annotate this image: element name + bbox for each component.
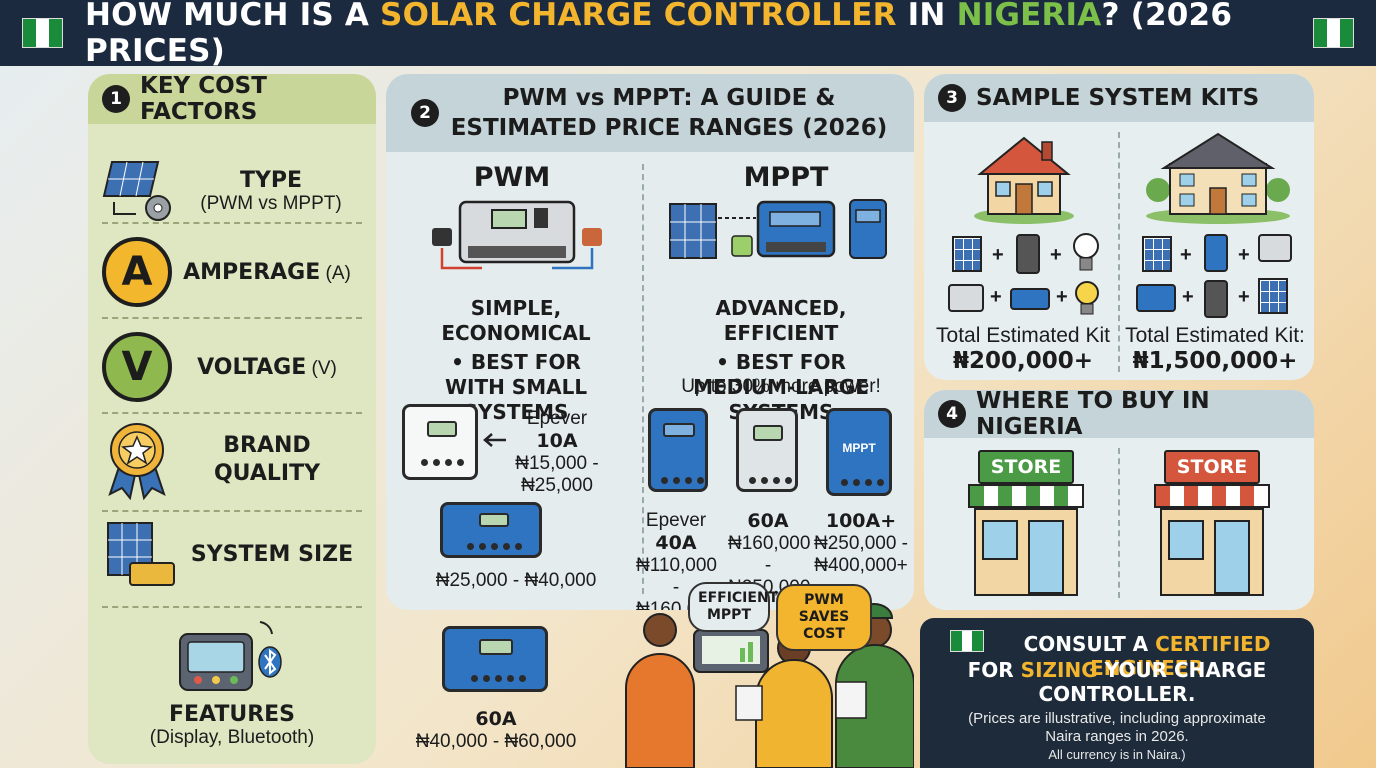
pwm-vs-mppt-panel: 2 PWM vs MPPT: A GUIDE & ESTIMATED PRICE…	[386, 74, 914, 610]
mppt-controller-wiring-icon	[669, 199, 887, 259]
divider	[102, 606, 362, 608]
key-cost-factors-panel: 1 KEY COST FACTORS TYPE (PWM vs MPPT) A …	[88, 74, 376, 764]
kit-large-price: ₦1,500,000+	[1132, 348, 1298, 374]
speech-bubble-pwm: PWM SAVES COST	[776, 584, 872, 651]
mppt-60a-controller-image	[736, 408, 798, 492]
divider	[102, 222, 362, 224]
pwm-60a-controller-image	[442, 626, 548, 692]
factor-system-size: SYSTEM SIZE	[102, 518, 362, 590]
nigeria-flag-icon	[22, 18, 64, 48]
pwm-10a-controller-image	[402, 404, 478, 480]
monitor-icon	[1258, 234, 1292, 262]
small-house-icon	[974, 136, 1074, 224]
pwm-title: PWM	[473, 162, 551, 193]
display-bluetooth-icon	[179, 621, 282, 691]
section-heading: 2 PWM vs MPPT: A GUIDE & ESTIMATED PRICE…	[386, 74, 914, 152]
title-bar: HOW MUCH IS A SOLAR CHARGE CONTROLLER IN…	[0, 0, 1376, 69]
inverter-icon	[1016, 234, 1040, 274]
light-bulb-icon	[1075, 281, 1099, 315]
factor-amperage: A AMPERAGE (A)	[102, 230, 362, 314]
section-heading: 4 WHERE TO BUY IN NIGERIA	[924, 390, 1314, 440]
divider	[1118, 448, 1120, 598]
consult-box: CONSULT A CERTIFIED ENGINEER FOR SIZING …	[920, 618, 1314, 768]
quality-badge-icon	[108, 423, 166, 500]
mppt-title: MPPT	[743, 162, 829, 193]
pwm-mid-price: ₦25,000 - ₦40,000	[435, 570, 597, 591]
solar-panel-array-icon	[1258, 278, 1288, 314]
pwm-controller-wiring-icon	[432, 200, 602, 270]
page-title: HOW MUCH IS A SOLAR CHARGE CONTROLLER IN…	[85, 0, 1233, 69]
solar-panel-icon	[1142, 236, 1172, 272]
pwm-description: SIMPLE, ECONOMICAL	[441, 296, 591, 345]
inverter-icon	[1204, 280, 1228, 318]
large-house-icon	[1146, 132, 1290, 224]
section-heading: 1 KEY COST FACTORS	[88, 74, 376, 125]
divider	[102, 412, 362, 414]
kit-small-price: ₦200,000+	[952, 348, 1094, 374]
people-discussion-illustration	[625, 603, 914, 768]
light-bulb-icon	[1073, 233, 1099, 271]
store-green: STORE	[968, 450, 1084, 600]
pwm-best-for: • BEST FOR WITH SMALL SYSTEMS	[444, 350, 588, 424]
mppt-40a-controller-image	[648, 408, 708, 492]
solar-battery-icon	[107, 522, 175, 586]
pwm-blue-controller-image	[440, 502, 542, 558]
divider	[1118, 132, 1120, 372]
kit-large-label: Total Estimated Kit:	[1125, 324, 1305, 347]
letter-a-icon: A	[102, 237, 172, 307]
divider	[102, 510, 362, 512]
nigeria-flag-icon	[1312, 18, 1354, 48]
mppt-controller-icon	[1204, 234, 1228, 272]
nigeria-flag-icon	[950, 630, 984, 652]
where-to-buy-panel: 4 WHERE TO BUY IN NIGERIA STORE STORE	[924, 390, 1314, 610]
mppt-100a-price: 100A+ ₦250,000 - ₦400,000+	[814, 510, 909, 576]
letter-v-icon: V	[102, 332, 172, 402]
factor-brand-quality: BRAND QUALITY	[102, 418, 362, 502]
pwm-10a-price: Epever 10A ₦15,000 - ₦25,000	[515, 408, 599, 496]
solar-panel-icon	[952, 236, 982, 272]
pwm-60a-price: 60A ₦40,000 - ₦60,000	[415, 708, 577, 752]
mppt-40a-price: Epever 40A ₦110,000 - ₦160,000	[636, 510, 719, 610]
kit-small-label: Total Estimated Kit	[936, 324, 1110, 347]
mppt-power-note: Up to 30% more power!	[681, 376, 881, 397]
factor-type: TYPE (PWM vs MPPT)	[102, 136, 362, 246]
mppt-100a-controller-image: MPPT	[826, 408, 892, 496]
arrow-left-icon	[483, 433, 506, 447]
speech-bubble-mppt: EFFICIENT MPPT	[688, 582, 778, 632]
divider	[102, 317, 362, 319]
sample-system-kits-panel: 3 SAMPLE SYSTEM KITS + + + + + +	[924, 74, 1314, 380]
section-heading: 3 SAMPLE SYSTEM KITS	[924, 74, 1314, 122]
divider	[642, 164, 644, 594]
battery-bank-icon	[1136, 284, 1176, 312]
pwm-controller-icon	[948, 284, 984, 312]
mppt-description: ADVANCED, EFFICIENT	[715, 296, 847, 345]
store-red: STORE	[1154, 450, 1270, 600]
factor-voltage: V VOLTAGE (V)	[102, 325, 362, 409]
factor-features: FEATURES (Display, Bluetooth)	[149, 702, 315, 748]
solar-gear-icon	[102, 161, 171, 221]
battery-icon	[1010, 288, 1050, 310]
